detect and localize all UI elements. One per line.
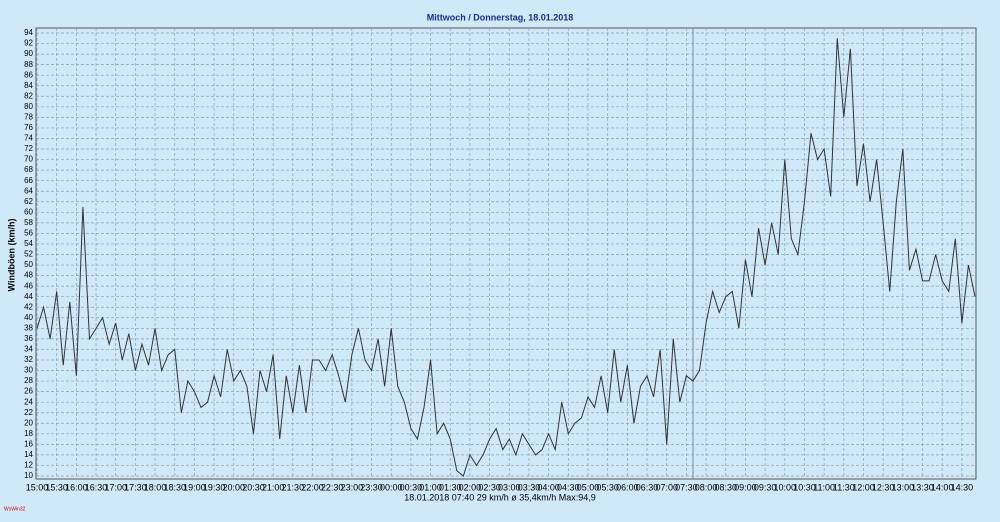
y-tick-label: 86 xyxy=(24,70,33,79)
y-tick-label: 44 xyxy=(24,292,33,301)
x-tick-label: 11:00 xyxy=(813,482,835,492)
y-tick-label: 38 xyxy=(24,323,33,332)
y-tick-label: 82 xyxy=(24,91,33,100)
y-tick-label: 58 xyxy=(24,218,33,227)
x-tick-label: 21:00 xyxy=(262,482,285,492)
y-tick-label: 16 xyxy=(24,439,33,448)
y-tick-label: 52 xyxy=(24,250,33,259)
y-tick-label: 10 xyxy=(24,471,33,480)
x-tick-label: 02:30 xyxy=(478,482,501,492)
x-tick-label: 16:30 xyxy=(85,482,108,492)
y-tick-label: 36 xyxy=(24,334,33,343)
y-tick-label: 88 xyxy=(24,60,33,69)
x-tick-label: 00:00 xyxy=(380,482,403,492)
x-tick-label: 09:00 xyxy=(734,482,757,492)
y-tick-label: 78 xyxy=(24,112,33,121)
x-tick-label: 19:30 xyxy=(203,482,226,492)
x-tick-label: 14:00 xyxy=(931,482,954,492)
y-tick-label: 68 xyxy=(24,165,33,174)
x-tick-label: 06:30 xyxy=(636,482,659,492)
x-tick-label: 13:30 xyxy=(911,482,934,492)
x-tick-label: 22:30 xyxy=(321,482,344,492)
y-tick-label: 54 xyxy=(24,239,33,248)
x-tick-label: 13:00 xyxy=(892,482,915,492)
x-tick-label: 03:30 xyxy=(518,482,541,492)
y-tick-label: 74 xyxy=(24,134,33,143)
y-tick-label: 14 xyxy=(24,450,33,459)
x-tick-label: 10:00 xyxy=(774,482,797,492)
x-tick-label: 20:30 xyxy=(242,482,265,492)
y-tick-label: 60 xyxy=(24,207,33,216)
y-tick-label: 90 xyxy=(24,49,33,58)
footer: 18.01.2018 07:40 29 km/h ø 35,4km/h Max:… xyxy=(404,492,596,502)
x-tick-label: 17:00 xyxy=(104,482,127,492)
y-tick-label: 42 xyxy=(24,302,33,311)
y-tick-label: 26 xyxy=(24,387,33,396)
y-tick-label: 84 xyxy=(24,81,33,90)
x-tick-label: 00:30 xyxy=(400,482,423,492)
x-tick-label: 14:30 xyxy=(951,482,974,492)
y-tick-label: 70 xyxy=(24,155,33,164)
y-tick-label: 64 xyxy=(24,186,33,195)
x-tick-label: 15:00 xyxy=(26,482,49,492)
y-tick-label: 46 xyxy=(24,281,33,290)
y-tick-label: 76 xyxy=(24,123,33,132)
x-tick-label: 17:30 xyxy=(124,482,147,492)
y-tick-label: 18 xyxy=(24,429,33,438)
x-tick-label: 05:00 xyxy=(577,482,600,492)
x-tick-label: 08:30 xyxy=(714,482,737,492)
y-tick-label: 80 xyxy=(24,102,33,111)
x-tick-label: 19:00 xyxy=(183,482,206,492)
x-tick-label: 12:00 xyxy=(852,482,875,492)
y-tick-label: 28 xyxy=(24,376,33,385)
y-axis-label: Windböen (km/h) xyxy=(6,219,16,292)
x-tick-label: 08:00 xyxy=(695,482,718,492)
x-tick-label: 18:30 xyxy=(163,482,186,492)
x-tick-label: 23:30 xyxy=(360,482,383,492)
y-tick-label: 92 xyxy=(24,39,33,48)
plot-area xyxy=(35,27,977,480)
x-tick-label: 10:30 xyxy=(793,482,816,492)
x-tick-label: 20:00 xyxy=(223,482,246,492)
credit: WsWin32 xyxy=(4,506,26,512)
y-tick-label: 24 xyxy=(24,397,33,406)
y-tick-label: 66 xyxy=(24,176,33,185)
x-tick-label: 02:00 xyxy=(459,482,482,492)
y-tick-label: 94 xyxy=(24,28,33,37)
x-tick-label: 01:00 xyxy=(419,482,442,492)
x-tick-label: 12:30 xyxy=(872,482,895,492)
y-tick-label: 20 xyxy=(24,418,33,427)
x-tick-label: 15:30 xyxy=(45,482,68,492)
y-tick-label: 50 xyxy=(24,260,33,269)
x-tick-label: 05:30 xyxy=(596,482,619,492)
x-tick-label: 03:00 xyxy=(498,482,521,492)
y-tick-label: 40 xyxy=(24,313,33,322)
x-tick-label: 04:00 xyxy=(537,482,560,492)
x-tick-label: 23:00 xyxy=(341,482,364,492)
x-tick-label: 22:00 xyxy=(301,482,324,492)
y-tick-label: 72 xyxy=(24,144,33,153)
x-tick-label: 07:00 xyxy=(655,482,678,492)
x-tick-label: 06:00 xyxy=(616,482,639,492)
data-line xyxy=(36,38,976,477)
x-tick-label: 04:30 xyxy=(557,482,580,492)
x-tick-label: 18:00 xyxy=(144,482,167,492)
y-tick-label: 34 xyxy=(24,345,33,354)
y-tick-label: 48 xyxy=(24,271,33,280)
y-tick-label: 12 xyxy=(24,461,33,470)
x-tick-label: 16:00 xyxy=(65,482,88,492)
chart-title: Mittwoch / Donnerstag, 18.01.2018 xyxy=(427,12,574,22)
x-tick-label: 07:30 xyxy=(675,482,698,492)
y-tick-label: 56 xyxy=(24,229,33,238)
y-tick-label: 32 xyxy=(24,355,33,364)
x-tick-label: 09:30 xyxy=(754,482,777,492)
x-tick-label: 01:30 xyxy=(439,482,462,492)
x-tick-label: 21:30 xyxy=(282,482,305,492)
y-tick-label: 30 xyxy=(24,366,33,375)
y-tick-label: 62 xyxy=(24,197,33,206)
y-tick-label: 22 xyxy=(24,408,33,417)
x-tick-label: 11:30 xyxy=(833,482,855,492)
